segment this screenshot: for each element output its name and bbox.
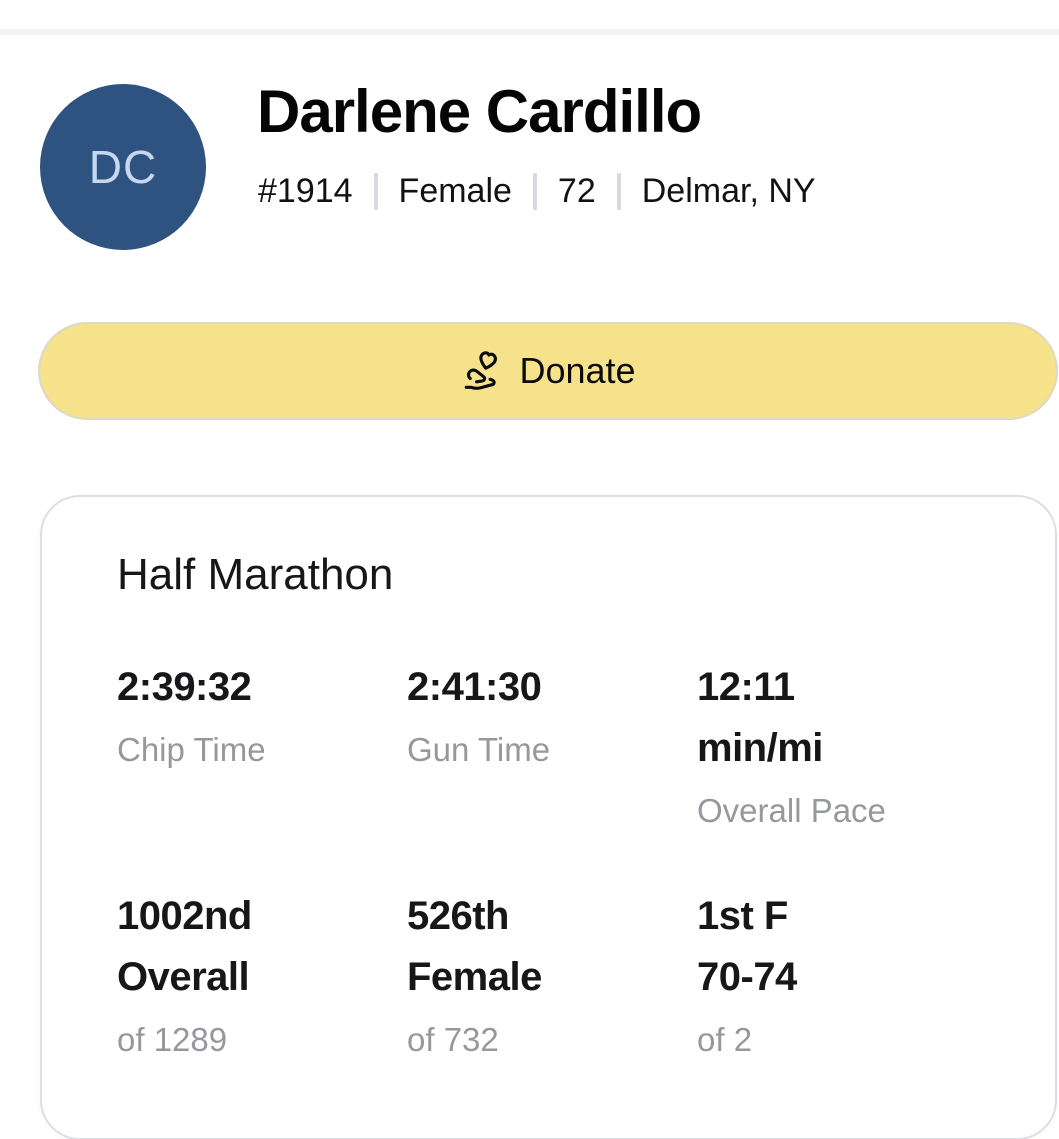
stat-value: 1002nd Overall [117, 894, 252, 999]
race-results-card: Half Marathon 2:39:32 Chip Time 2:41:30 … [40, 495, 1057, 1139]
stat-gender-place: 526th Female of 732 [407, 886, 697, 1061]
stat-gun-time: 2:41:30 Gun Time [407, 657, 697, 832]
stat-label: Chip Time [117, 731, 266, 768]
stat-label: of 732 [407, 1021, 499, 1058]
stat-overall-place: 1002nd Overall of 1289 [117, 886, 407, 1061]
stat-chip-time: 2:39:32 Chip Time [117, 657, 407, 832]
meta-separator [532, 173, 537, 210]
stat-label: of 2 [697, 1021, 753, 1058]
stat-label: Gun Time [407, 731, 551, 768]
runner-location: Delmar, NY [641, 172, 816, 210]
meta-separator [616, 173, 621, 210]
runner-name: Darlene Cardillo [257, 78, 702, 145]
stats-grid: 2:39:32 Chip Time 2:41:30 Gun Time 12:11… [117, 657, 1025, 1061]
header-divider [0, 29, 1059, 35]
stat-division-place: 1st F 70-74 of 2 [697, 886, 987, 1061]
runner-age: 72 [557, 172, 596, 210]
stat-label: Overall Pace [697, 792, 886, 829]
donate-button[interactable]: Donate [38, 322, 1058, 420]
runner-gender: Female [398, 172, 512, 210]
stat-value: 12:11 min/mi [697, 665, 823, 770]
runner-meta: #1914 Female 72 Delmar, NY [258, 172, 816, 211]
bib-number: #1914 [258, 172, 353, 210]
stat-overall-pace: 12:11 min/mi Overall Pace [697, 657, 987, 832]
avatar: DC [40, 84, 206, 250]
stat-value: 1st F 70-74 [697, 894, 797, 999]
race-title: Half Marathon [117, 550, 394, 599]
avatar-initials: DC [88, 141, 158, 193]
stat-label: of 1289 [117, 1021, 228, 1058]
hand-holding-heart-icon [465, 351, 498, 390]
donate-button-label: Donate [519, 350, 636, 391]
meta-separator [373, 173, 378, 210]
stat-value: 2:41:30 [407, 665, 542, 709]
stat-value: 2:39:32 [117, 665, 252, 709]
stat-value: 526th Female [407, 894, 542, 999]
